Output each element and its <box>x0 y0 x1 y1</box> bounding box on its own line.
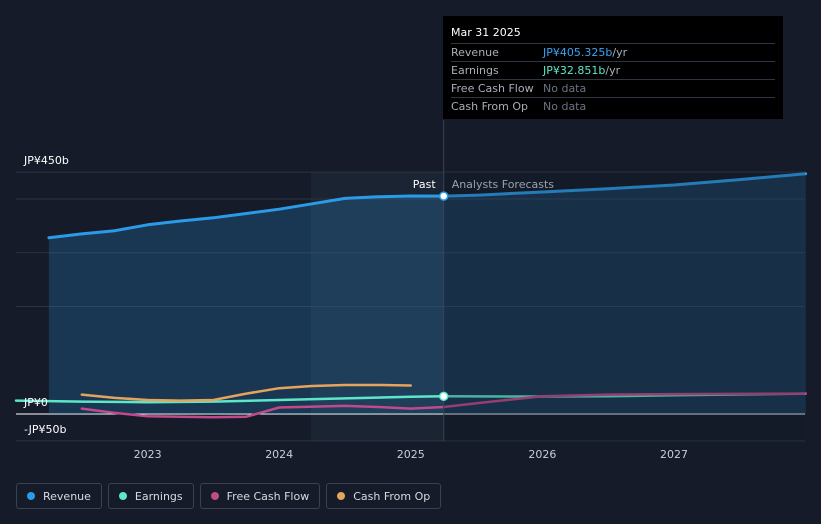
tooltip-row-revenue: Revenue JP¥405.325b /yr <box>451 43 775 61</box>
legend-item-cash-from-op[interactable]: Cash From Op <box>326 483 442 509</box>
highlight-point <box>438 191 449 201</box>
free-cash-flow-dot-icon <box>210 492 219 500</box>
x-tick-label: 2026 <box>528 448 556 461</box>
tooltip-row-cash-from-op: Cash From Op No data <box>451 97 775 115</box>
x-tick-label: 2023 <box>134 448 162 461</box>
tooltip-label: Cash From Op <box>451 100 529 113</box>
financial-chart: Past Analysts Forecasts JP¥450b JP¥0 -JP¥50b… <box>14 120 808 461</box>
y-tick-label: JP¥0 <box>23 396 48 409</box>
revenue-line <box>47 172 808 240</box>
forecast-region <box>443 172 805 441</box>
legend-label: Earnings <box>134 489 183 503</box>
tooltip-unit: /yr <box>612 46 628 59</box>
x-tick-label: 2027 <box>660 448 688 461</box>
tooltip-value: JP¥405.325b <box>543 46 613 59</box>
tooltip-label: Free Cash Flow <box>451 82 534 95</box>
legend: Revenue Earnings Free Cash Flow Cash Fro… <box>16 483 442 509</box>
legend-item-free-cash-flow[interactable]: Free Cash Flow <box>199 483 321 509</box>
legend-item-revenue[interactable]: Revenue <box>16 483 102 509</box>
revenue-dot-icon <box>27 492 35 500</box>
tooltip-value: JP¥32.851b <box>543 64 606 77</box>
forecast-label: Analysts Forecasts <box>452 178 555 191</box>
y-tick-label: -JP¥50b <box>24 423 66 436</box>
x-tick-label: 2025 <box>397 448 425 461</box>
earnings-dot-icon <box>118 492 127 500</box>
revenue-area <box>48 173 806 414</box>
earnings-line <box>14 392 807 404</box>
tooltip-value: No data <box>543 82 587 95</box>
tooltip-label: Revenue <box>451 46 499 59</box>
legend-label: Cash From Op <box>353 489 431 503</box>
tooltip-unit: /yr <box>605 64 621 77</box>
past-label: Past <box>413 178 437 191</box>
data-tooltip: Mar 31 2025 Revenue JP¥405.325b /yr Earn… <box>443 16 783 119</box>
legend-label: Free Cash Flow <box>226 489 310 503</box>
tooltip-row-free-cash-flow: Free Cash Flow No data <box>451 79 775 97</box>
highlight-point <box>438 391 449 402</box>
free-cash-flow-line <box>80 392 807 419</box>
cash-from-op-dot-icon <box>337 492 346 500</box>
tooltip-value: No data <box>543 100 587 113</box>
tooltip-row-earnings: Earnings JP¥32.851b /yr <box>451 61 775 79</box>
x-tick-label: 2024 <box>265 448 293 461</box>
legend-label: Revenue <box>43 489 91 503</box>
y-tick-label: JP¥450b <box>23 154 69 167</box>
cash-from-op-line <box>80 383 413 402</box>
tooltip-date: Mar 31 2025 <box>451 26 521 39</box>
legend-item-earnings[interactable]: Earnings <box>107 483 194 509</box>
tooltip-label: Earnings <box>451 64 499 77</box>
